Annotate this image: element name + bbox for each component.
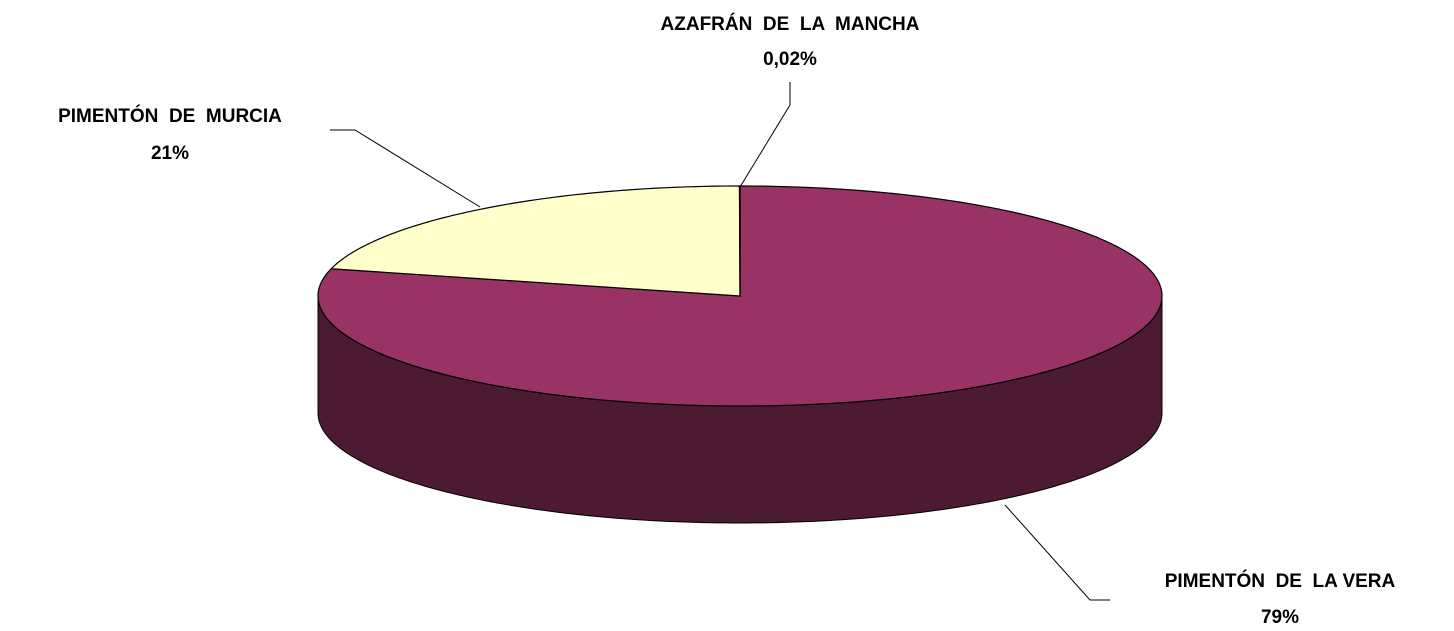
slice <box>738 185 741 297</box>
leader-line <box>1004 504 1110 601</box>
value-label: 79% <box>1261 607 1299 628</box>
category-label: PIMENTÓN DE LA VERA <box>1165 570 1396 592</box>
value-label: 0,02% <box>763 49 817 70</box>
leader-line <box>739 82 791 188</box>
slice <box>329 185 741 297</box>
category-label: PIMENTÓN DE MURCIA <box>58 105 282 127</box>
value-label: 21% <box>151 143 189 164</box>
leader-line <box>330 129 481 208</box>
category-label: AZAFRÁN DE LA MANCHA <box>661 13 920 35</box>
